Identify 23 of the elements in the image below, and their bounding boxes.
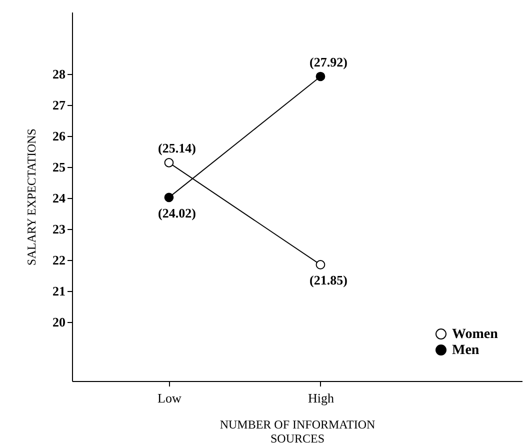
y-tick-label: 24	[52, 190, 66, 206]
y-tick-label: 27	[52, 98, 66, 113]
data-label: (25.14)	[158, 140, 196, 156]
legend-label: Women	[452, 327, 498, 342]
point	[316, 72, 326, 82]
legend-label: Men	[452, 343, 480, 358]
y-tick-label: 28	[52, 66, 66, 82]
point	[316, 260, 326, 270]
y-tick-label: 23	[52, 222, 66, 237]
data-label: (24.02)	[158, 205, 196, 220]
y-tick-label: 25	[52, 160, 66, 175]
y-axis-title: SALARY EXPECTATIONS	[24, 128, 38, 266]
x-tick-label: Low	[158, 390, 182, 406]
x-tick-label: High	[308, 390, 334, 406]
point	[164, 192, 174, 202]
point	[164, 158, 174, 168]
x-axis-title: NUMBER OF INFORMATION SOURCES	[220, 418, 376, 446]
y-tick-label: 26	[52, 128, 66, 144]
y-tick-label: 22	[52, 252, 66, 268]
data-label: (27.92)	[310, 54, 348, 70]
data-label: (21.85)	[310, 272, 348, 288]
y-tick-label: 20	[52, 314, 66, 330]
y-tick-label: 21	[52, 284, 66, 299]
